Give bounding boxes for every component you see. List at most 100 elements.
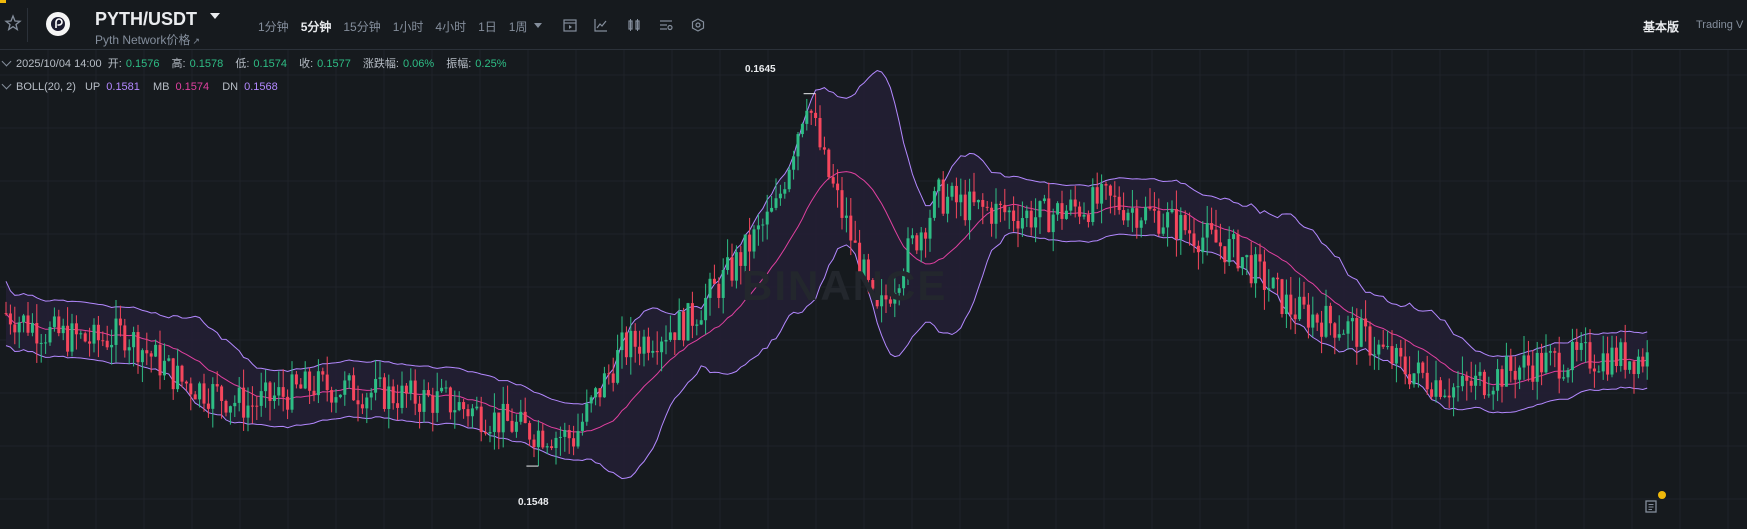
candlestick-chart[interactable]: [0, 50, 1747, 529]
ohlc-legend: 2025/10/04 14:00 开: 0.1576 高: 0.1578 低: 0.1…: [0, 55, 515, 71]
candle-body: [682, 311, 686, 341]
candle-body: [1641, 356, 1645, 367]
candle-body: [616, 350, 620, 383]
candle-body: [193, 394, 197, 400]
candle-body: [1482, 371, 1486, 396]
candle-body: [440, 387, 444, 392]
candle-body: [827, 149, 831, 178]
candle-body: [1236, 234, 1240, 269]
candle-body: [409, 380, 413, 394]
candle-body: [734, 252, 738, 281]
candle-body: [343, 380, 347, 395]
boll-band-fill: [6, 70, 1648, 479]
candle-body: [312, 390, 316, 396]
candle-body: [1526, 355, 1530, 366]
boll-dn-label: DN: [222, 81, 239, 93]
candle-body: [1597, 371, 1601, 373]
candle-body: [57, 316, 61, 334]
open-label: 开:: [107, 58, 122, 70]
candle-body: [712, 278, 716, 284]
candle-body: [1139, 220, 1143, 228]
collapse-chevron-icon[interactable]: [1, 79, 12, 90]
candle-body: [1430, 389, 1434, 397]
interval-15m[interactable]: 15分钟: [343, 20, 381, 34]
candle-body: [1276, 277, 1280, 280]
candle-body: [1390, 346, 1394, 364]
candle-body: [1588, 342, 1592, 369]
candle-body: [1592, 368, 1596, 372]
pair-subtitle[interactable]: Pyth Network价格 ↗: [95, 31, 200, 48]
ohlc-datetime: 2025/10/04 14:00: [16, 58, 102, 70]
candle-body: [1535, 352, 1539, 382]
candle-body: [1337, 334, 1341, 338]
candle-body: [862, 259, 866, 279]
pair-title[interactable]: PYTH/USDT: [95, 9, 198, 29]
candle-body: [932, 191, 936, 218]
interval-4h[interactable]: 4小时: [435, 20, 467, 34]
indicator-icon[interactable]: [690, 17, 706, 33]
candle-body: [462, 402, 466, 410]
high-label: 高:: [171, 58, 186, 70]
candle-body: [202, 383, 206, 404]
interval-1h[interactable]: 1小时: [392, 20, 424, 34]
line-chart-icon[interactable]: [593, 17, 609, 33]
candle-body: [501, 403, 505, 433]
candle-body: [1166, 212, 1170, 228]
candle-body: [470, 408, 474, 417]
pair-dropdown-icon[interactable]: [210, 13, 220, 19]
more-intervals-icon[interactable]: [534, 23, 542, 28]
accent-line: [0, 0, 6, 3]
boll-upper-line: [5, 69, 1648, 405]
candle-body: [695, 324, 699, 326]
candle-body: [294, 374, 298, 385]
calendar-icon[interactable]: [562, 17, 578, 33]
candle-body: [580, 421, 584, 432]
collapse-chevron-icon[interactable]: [1, 56, 12, 67]
candle-body: [356, 400, 360, 405]
interval-1d[interactable]: 1日: [478, 20, 497, 34]
candle-body: [1447, 395, 1451, 398]
alert-icon[interactable]: [1643, 497, 1661, 515]
low-label: 低:: [235, 58, 250, 70]
candle-body: [457, 402, 461, 411]
candle-body: [1210, 223, 1214, 230]
compare-icon[interactable]: [626, 17, 642, 33]
candle-body: [721, 270, 725, 298]
candle-body: [435, 391, 439, 413]
candle-body: [849, 215, 853, 241]
candle-body: [259, 391, 263, 406]
candle-body: [114, 318, 118, 345]
interval-5m[interactable]: 5分钟: [300, 20, 332, 34]
candle-body: [756, 225, 760, 230]
change-value: 0.06%: [402, 58, 435, 70]
candle-body: [959, 194, 963, 203]
candle-body: [1245, 255, 1249, 258]
settings-list-icon[interactable]: [658, 17, 674, 33]
boll-name[interactable]: BOLL(20, 2): [16, 81, 76, 93]
alert-badge: [1658, 491, 1666, 499]
candle-body: [1302, 296, 1306, 305]
candle-body: [1487, 394, 1491, 396]
candle-body: [237, 387, 241, 403]
candle-body: [686, 303, 690, 341]
candle-body: [466, 409, 470, 417]
candle-body: [479, 406, 483, 433]
candle-body: [567, 429, 571, 439]
candle-body: [149, 353, 153, 357]
candle-body: [1575, 341, 1579, 350]
interval-1m[interactable]: 1分钟: [258, 20, 289, 34]
candle-body: [1170, 209, 1174, 213]
candle-body: [61, 325, 65, 334]
interval-1w[interactable]: 1周: [508, 20, 528, 34]
candle-body: [426, 390, 430, 396]
candle-body: [976, 199, 980, 203]
candle-body: [418, 403, 422, 412]
candle-body: [1016, 220, 1020, 229]
interval-tabs: 1分钟 5分钟 15分钟 1小时 4小时 1日 1周: [258, 18, 539, 35]
candle-body: [1408, 374, 1412, 385]
favorite-star-icon[interactable]: [3, 13, 23, 33]
candle-body: [1606, 353, 1610, 375]
view-tradingview-button[interactable]: Trading V: [1696, 19, 1744, 31]
view-basic-button[interactable]: 基本版: [1643, 20, 1680, 34]
candle-body: [739, 252, 743, 266]
